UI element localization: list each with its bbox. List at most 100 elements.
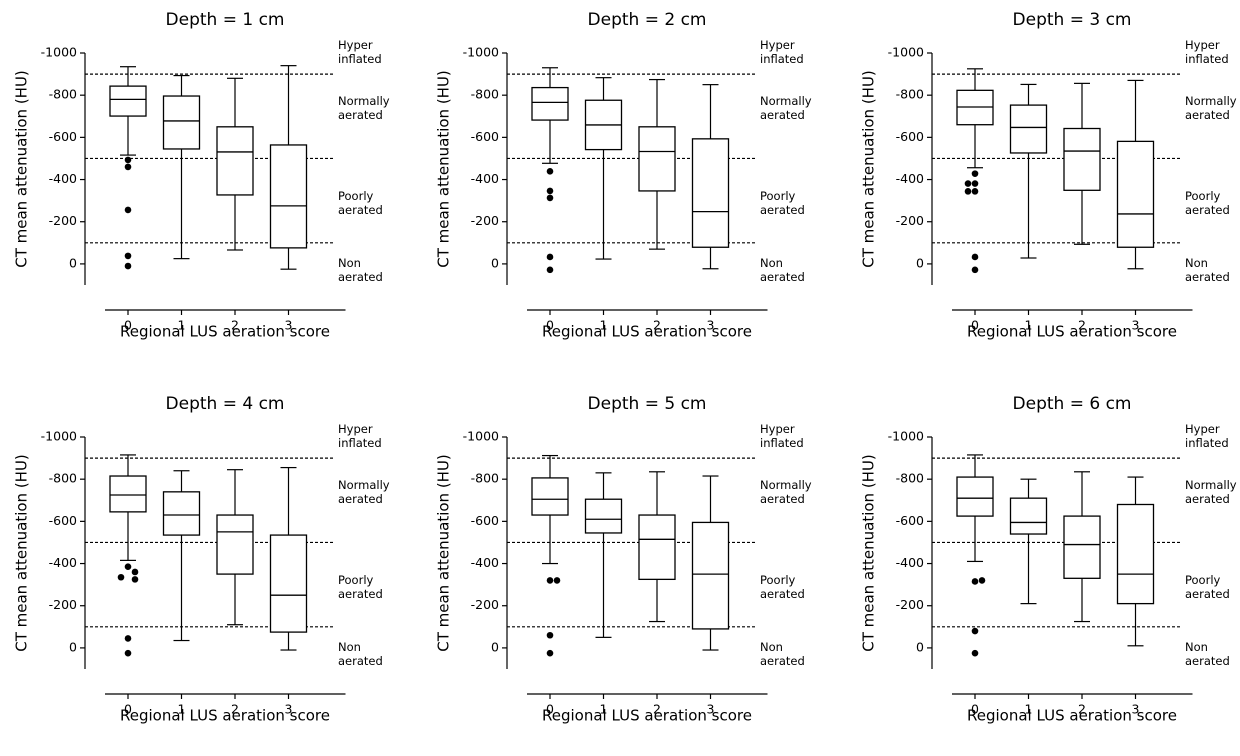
zone-label: Normally aerated (1185, 478, 1237, 507)
outlier (971, 253, 979, 261)
y-tick-label: -1000 (41, 45, 77, 60)
panel: Depth = 6 cm Regional LUS aeration score C… (847, 384, 1240, 756)
x-axis-label: Regional LUS aeration score (120, 323, 330, 341)
zone-label: Non aerated (1185, 639, 1230, 668)
outlier (971, 188, 979, 195)
chart-title: Depth = 6 cm (1013, 394, 1132, 414)
y-tick-label: -600 (471, 129, 499, 144)
zone-label: Non aerated (760, 255, 805, 284)
x-tick-label: 2 (653, 318, 661, 333)
zone-label: Poorly aerated (760, 188, 805, 217)
outlier (964, 180, 972, 187)
x-tick-label: 3 (285, 318, 293, 333)
y-axis-label: CT mean attenuation (HU) (860, 454, 878, 652)
box (216, 126, 254, 196)
y-tick-label: -1000 (888, 429, 924, 444)
box (269, 534, 308, 633)
y-tick-label: -600 (896, 513, 924, 528)
x-tick-label: 3 (707, 318, 715, 333)
x-tick-label: 0 (971, 702, 979, 717)
outlier (546, 187, 554, 195)
y-tick-label: 0 (491, 255, 499, 270)
y-tick-label: -600 (49, 129, 77, 144)
y-tick-label: -400 (49, 171, 77, 186)
panel: Depth = 2 cm Regional LUS aeration score C… (422, 0, 835, 372)
box (584, 498, 623, 534)
chart: Depth = 3 cm Regional LUS aeration score C… (860, 10, 1193, 341)
y-tick-label: 0 (491, 639, 499, 654)
outlier (971, 627, 979, 635)
x-tick-label: 0 (124, 702, 132, 717)
y-tick-label: -200 (471, 213, 499, 228)
chart-title: Depth = 5 cm (588, 394, 707, 414)
zone-label: Poorly aerated (1185, 572, 1230, 601)
box (109, 85, 147, 117)
box (1116, 503, 1155, 605)
x-tick-label: 2 (1078, 702, 1086, 717)
outlier (546, 168, 554, 175)
outlier (124, 163, 132, 171)
zone-label: Normally aerated (338, 478, 390, 507)
y-tick-label: -200 (49, 597, 77, 612)
outlier (546, 577, 554, 584)
y-tick-label: -1000 (41, 429, 77, 444)
box (1009, 497, 1048, 535)
panel: Depth = 4 cm Regional LUS aeration score C… (0, 384, 413, 756)
box (1063, 127, 1101, 191)
y-axis-label: CT mean attenuation (HU) (435, 454, 453, 652)
y-tick-label: 0 (916, 639, 924, 654)
outlier (124, 649, 132, 657)
x-tick-label: 3 (285, 702, 293, 717)
y-tick-label: -400 (896, 171, 924, 186)
x-tick-label: 0 (124, 318, 132, 333)
outlier (117, 573, 125, 581)
box (691, 521, 730, 630)
outlier (131, 576, 139, 583)
y-tick-label: -600 (471, 513, 499, 528)
y-tick-label: -200 (49, 213, 77, 228)
panel: Depth = 1 cm Regional LUS aeration score C… (0, 0, 413, 372)
x-axis-label: Regional LUS aeration score (120, 707, 330, 725)
box (638, 126, 676, 192)
outlier (546, 194, 554, 202)
y-tick-label: 0 (69, 639, 77, 654)
zone-label: Non aerated (338, 255, 383, 284)
y-tick-label: -800 (49, 87, 77, 102)
outlier (124, 563, 132, 571)
outlier (971, 649, 979, 657)
x-tick-label: 3 (707, 702, 715, 717)
outlier (124, 635, 132, 642)
outlier (978, 577, 986, 584)
outlier (124, 252, 132, 260)
zone-label: Hyper inflated (338, 38, 382, 67)
zone-label: Hyper inflated (760, 422, 804, 451)
y-tick-label: -200 (471, 597, 499, 612)
chart: Depth = 6 cm Regional LUS aeration score C… (860, 394, 1193, 725)
outlier (124, 156, 132, 164)
box (1063, 515, 1101, 579)
x-tick-label: 0 (546, 702, 554, 717)
y-tick-label: 0 (69, 255, 77, 270)
x-tick-label: 3 (1132, 318, 1140, 333)
zone-label: Normally aerated (760, 94, 812, 123)
x-tick-label: 1 (178, 318, 186, 333)
zone-label: Poorly aerated (760, 572, 805, 601)
y-tick-label: -1000 (888, 45, 924, 60)
panel: Depth = 5 cm Regional LUS aeration score C… (422, 384, 835, 756)
chart-title: Depth = 2 cm (588, 10, 707, 30)
outlier (971, 266, 979, 274)
y-tick-label: -400 (471, 171, 499, 186)
zone-label: Normally aerated (338, 94, 390, 123)
chart-title: Depth = 3 cm (1013, 10, 1132, 30)
outlier (971, 578, 979, 585)
y-axis-label: CT mean attenuation (HU) (435, 70, 453, 268)
box (1009, 104, 1048, 154)
y-tick-label: -800 (471, 87, 499, 102)
x-tick-label: 1 (600, 702, 608, 717)
chart-title: Depth = 4 cm (166, 394, 285, 414)
outlier (964, 188, 972, 195)
zone-label: Poorly aerated (1185, 188, 1230, 217)
x-tick-label: 2 (1078, 318, 1086, 333)
y-tick-label: -800 (896, 87, 924, 102)
